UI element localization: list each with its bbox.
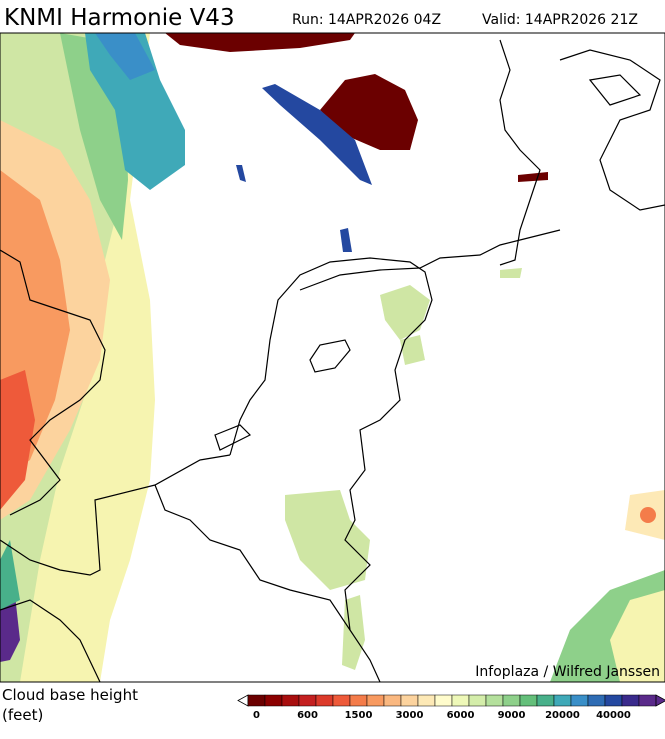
run-time: Run: 14APR2026 04Z bbox=[292, 12, 441, 28]
color-swatch bbox=[638, 694, 657, 707]
colorbar-label: 600 bbox=[297, 710, 318, 721]
colorbar-label: 1500 bbox=[345, 710, 373, 721]
color-swatch bbox=[247, 694, 266, 707]
color-swatch bbox=[298, 694, 317, 707]
colorbar-label: 20000 bbox=[545, 710, 580, 721]
legend-title: Cloud base height bbox=[2, 686, 138, 704]
color-swatch bbox=[315, 694, 334, 707]
colorbar-label: 3000 bbox=[396, 710, 424, 721]
color-swatch bbox=[451, 694, 470, 707]
color-swatch bbox=[536, 694, 555, 707]
color-swatch bbox=[264, 694, 283, 707]
color-swatch bbox=[349, 694, 368, 707]
colorbar-label: 6000 bbox=[447, 710, 475, 721]
cloud-field bbox=[0, 33, 665, 682]
coastlines bbox=[0, 39, 665, 683]
colorbar-label: 0 bbox=[253, 710, 260, 721]
credit: Infoplaza / Wilfred Janssen bbox=[475, 664, 660, 680]
map: Infoplaza / Wilfred Janssen bbox=[0, 32, 665, 683]
color-swatch bbox=[332, 694, 351, 707]
color-swatch bbox=[468, 694, 487, 707]
color-swatch bbox=[383, 694, 402, 707]
map-title: KNMI Harmonie V43 bbox=[4, 5, 235, 31]
color-swatch bbox=[519, 694, 538, 707]
color-swatch bbox=[485, 694, 504, 707]
legend: Cloud base height (feet) 0 600 1500 3000 600… bbox=[2, 686, 665, 724]
map-frame bbox=[0, 32, 665, 683]
color-swatch bbox=[366, 694, 385, 707]
color-swatch bbox=[570, 694, 589, 707]
color-swatch bbox=[281, 694, 300, 707]
color-swatch bbox=[553, 694, 572, 707]
colorbar-label: 9000 bbox=[498, 710, 526, 721]
color-swatch bbox=[587, 694, 606, 707]
color-swatch bbox=[400, 694, 419, 707]
color-swatch bbox=[502, 694, 521, 707]
valid-time: Valid: 14APR2026 21Z bbox=[482, 12, 638, 28]
color-swatch bbox=[604, 694, 623, 707]
colorbar-label: 40000 bbox=[596, 710, 631, 721]
color-swatch bbox=[434, 694, 453, 707]
legend-title: (feet) bbox=[2, 706, 43, 724]
color-swatch bbox=[417, 694, 436, 707]
color-swatch bbox=[621, 694, 640, 707]
colorbar-arrow bbox=[655, 694, 665, 707]
